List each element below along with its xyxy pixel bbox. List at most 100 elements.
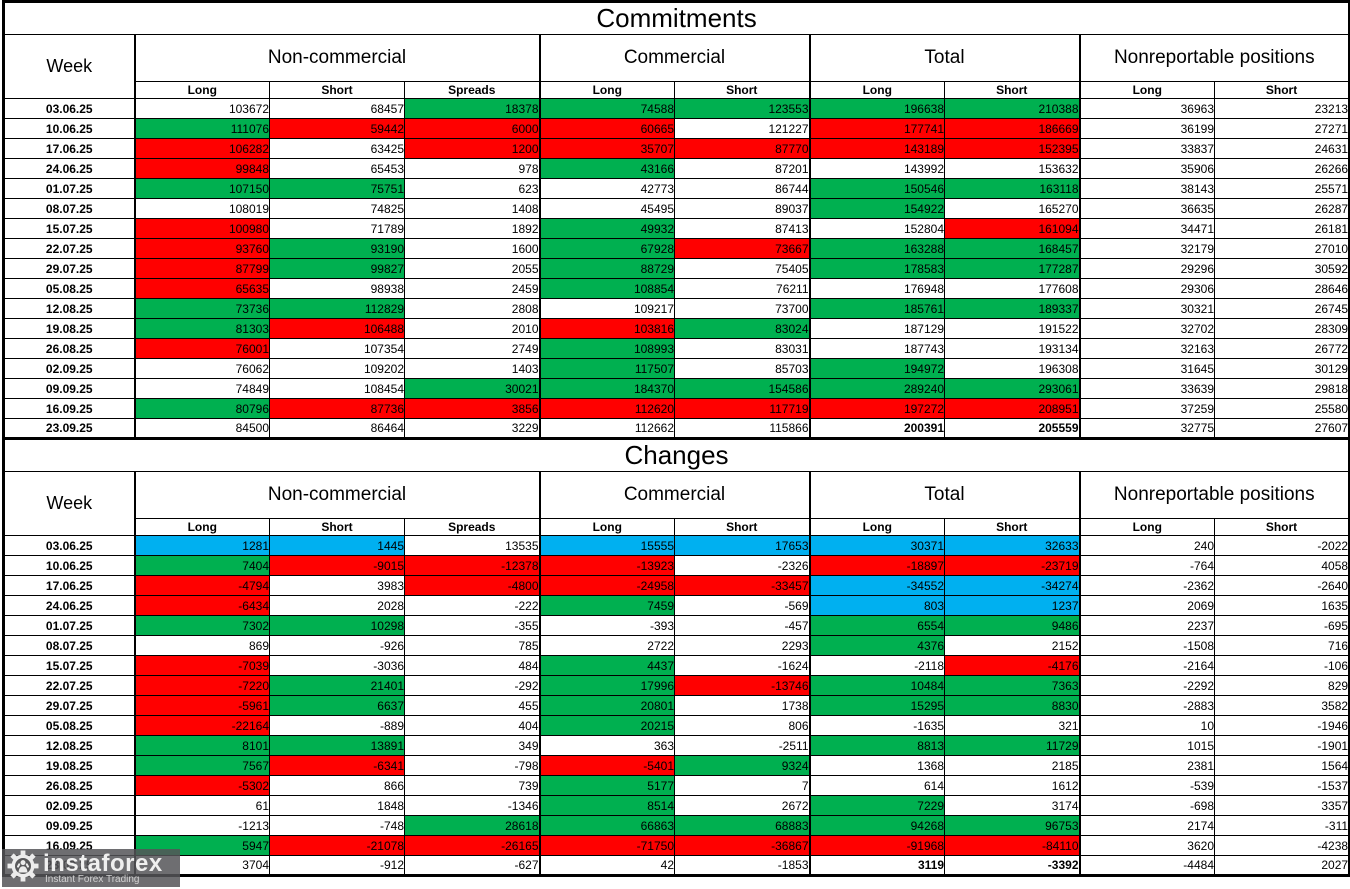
value-cell: 106488 [269,318,405,339]
value-cell: 2010 [404,318,540,339]
value-cell: -21078 [269,835,405,856]
value-cell: 21401 [269,675,405,696]
value-cell: 484 [404,655,540,676]
value-cell: 3229 [404,418,540,439]
value-cell: 30129 [1213,358,1350,379]
week-cell: 17.06.25 [3,138,135,159]
group-header-commercial: Commercial [538,471,810,519]
table-row: 01.07.25 107150 75751 623 42773 86744 150546 16… [3,178,1350,199]
value-cell: 61 [133,795,270,816]
value-cell: 3582 [1213,695,1350,716]
week-cell: 26.08.25 [3,775,135,796]
week-cell: 24.06.25 [3,595,135,616]
week-cell: 15.07.25 [3,655,135,676]
value-cell: 28646 [1213,278,1350,299]
value-cell: 26266 [1213,158,1350,179]
week-cell: 02.09.25 [3,358,135,379]
week-cell: 29.07.25 [3,695,135,716]
value-cell: 26745 [1213,298,1350,319]
week-cell: 08.07.25 [3,635,135,656]
table-row: 08.07.25 869 -926 785 2722 2293 4376 2152 -1508 7… [3,635,1350,656]
value-cell: 81303 [133,318,270,339]
value-cell: 163118 [944,178,1080,199]
column-header-row: Long Short Spreads Long Short Long Short… [4,518,1350,536]
value-cell: -34552 [808,575,945,596]
value-cell: 74588 [538,98,675,119]
table-row: 23.09.253704-912-62742-18533119-3392-448… [3,855,1350,876]
value-cell: 86744 [674,178,810,199]
value-cell: -9015 [269,555,405,576]
value-cell: 35906 [1078,158,1215,179]
week-cell: 12.08.25 [3,298,135,319]
value-cell: -2326 [674,555,810,576]
value-cell: 978 [404,158,540,179]
value-cell: -13746 [674,675,810,696]
value-cell: 33837 [1078,138,1215,159]
col-header-nc-short: Short [269,518,405,536]
value-cell: 2237 [1078,615,1215,636]
value-cell: -539 [1078,775,1215,796]
value-cell: 1600 [404,238,540,259]
value-cell: 13891 [269,735,405,756]
week-cell: 23.09.25 [3,418,135,439]
week-cell: 17.06.25 [3,575,135,596]
value-cell: 111076 [133,118,270,139]
value-cell: 123553 [674,98,810,119]
value-cell: -36867 [674,835,810,856]
table-row: 02.09.25 76062 109202 1403 117507 85703 194972… [3,358,1350,379]
value-cell: -698 [1078,795,1215,816]
value-cell: -798 [404,755,540,776]
value-cell: 4058 [1213,555,1350,576]
value-cell: -695 [1213,615,1350,636]
value-cell: 349 [404,735,540,756]
value-cell: 6554 [808,615,945,636]
col-header-nr-long: Long [1078,81,1215,99]
value-cell: 109217 [538,298,675,319]
value-cell: 866 [269,775,405,796]
value-cell: 87201 [674,158,810,179]
table-row: 15.07.25 -7039 -3036 484 4437 -1624 -2118 -4176… [3,655,1350,676]
value-cell: 108454 [269,378,405,399]
value-cell: 321 [944,715,1080,736]
week-cell: 01.07.25 [3,615,135,636]
col-header-c-short: Short [674,518,810,536]
value-cell: 117507 [538,358,675,379]
value-cell: 293061 [944,378,1080,399]
value-cell: 6000 [404,118,540,139]
value-cell: -5302 [133,775,270,796]
value-cell: 121227 [674,118,810,139]
week-cell: 09.09.25 [3,378,135,399]
value-cell: 363 [538,735,675,756]
col-header-t-long: Long [808,81,945,99]
value-cell: 32775 [1078,418,1215,439]
value-cell: -4484 [1078,855,1215,876]
value-cell: 109202 [269,358,405,379]
value-cell: 187129 [808,318,945,339]
value-cell: 66863 [538,815,675,836]
value-cell: 154586 [674,378,810,399]
value-cell: 289240 [808,378,945,399]
value-cell: 184370 [538,378,675,399]
instaforex-gear-logo-icon [7,850,39,887]
value-cell: 177608 [944,278,1080,299]
value-cell: 3856 [404,398,540,419]
value-cell: -748 [269,815,405,836]
value-cell: 7302 [133,615,270,636]
value-cell: 2069 [1078,595,1215,616]
value-cell: 10 [1078,715,1215,736]
value-cell: 73667 [674,238,810,259]
col-header-t-short: Short [944,81,1080,99]
value-cell: -4238 [1213,835,1350,856]
value-cell: 15295 [808,695,945,716]
value-cell: 3357 [1213,795,1350,816]
value-cell: 1015 [1078,735,1215,756]
value-cell: 32179 [1078,238,1215,259]
value-cell: 177287 [944,258,1080,279]
value-cell: 177741 [808,118,945,139]
value-cell: 18378 [404,98,540,119]
value-cell: -2164 [1078,655,1215,676]
week-cell: 19.08.25 [3,318,135,339]
col-header-t-short: Short [944,518,1080,536]
commitments-title-row: Commitments [2,1,1350,35]
table-row: 12.08.25 8101 13891 349 363 -2511 8813 11729 101… [3,735,1350,756]
